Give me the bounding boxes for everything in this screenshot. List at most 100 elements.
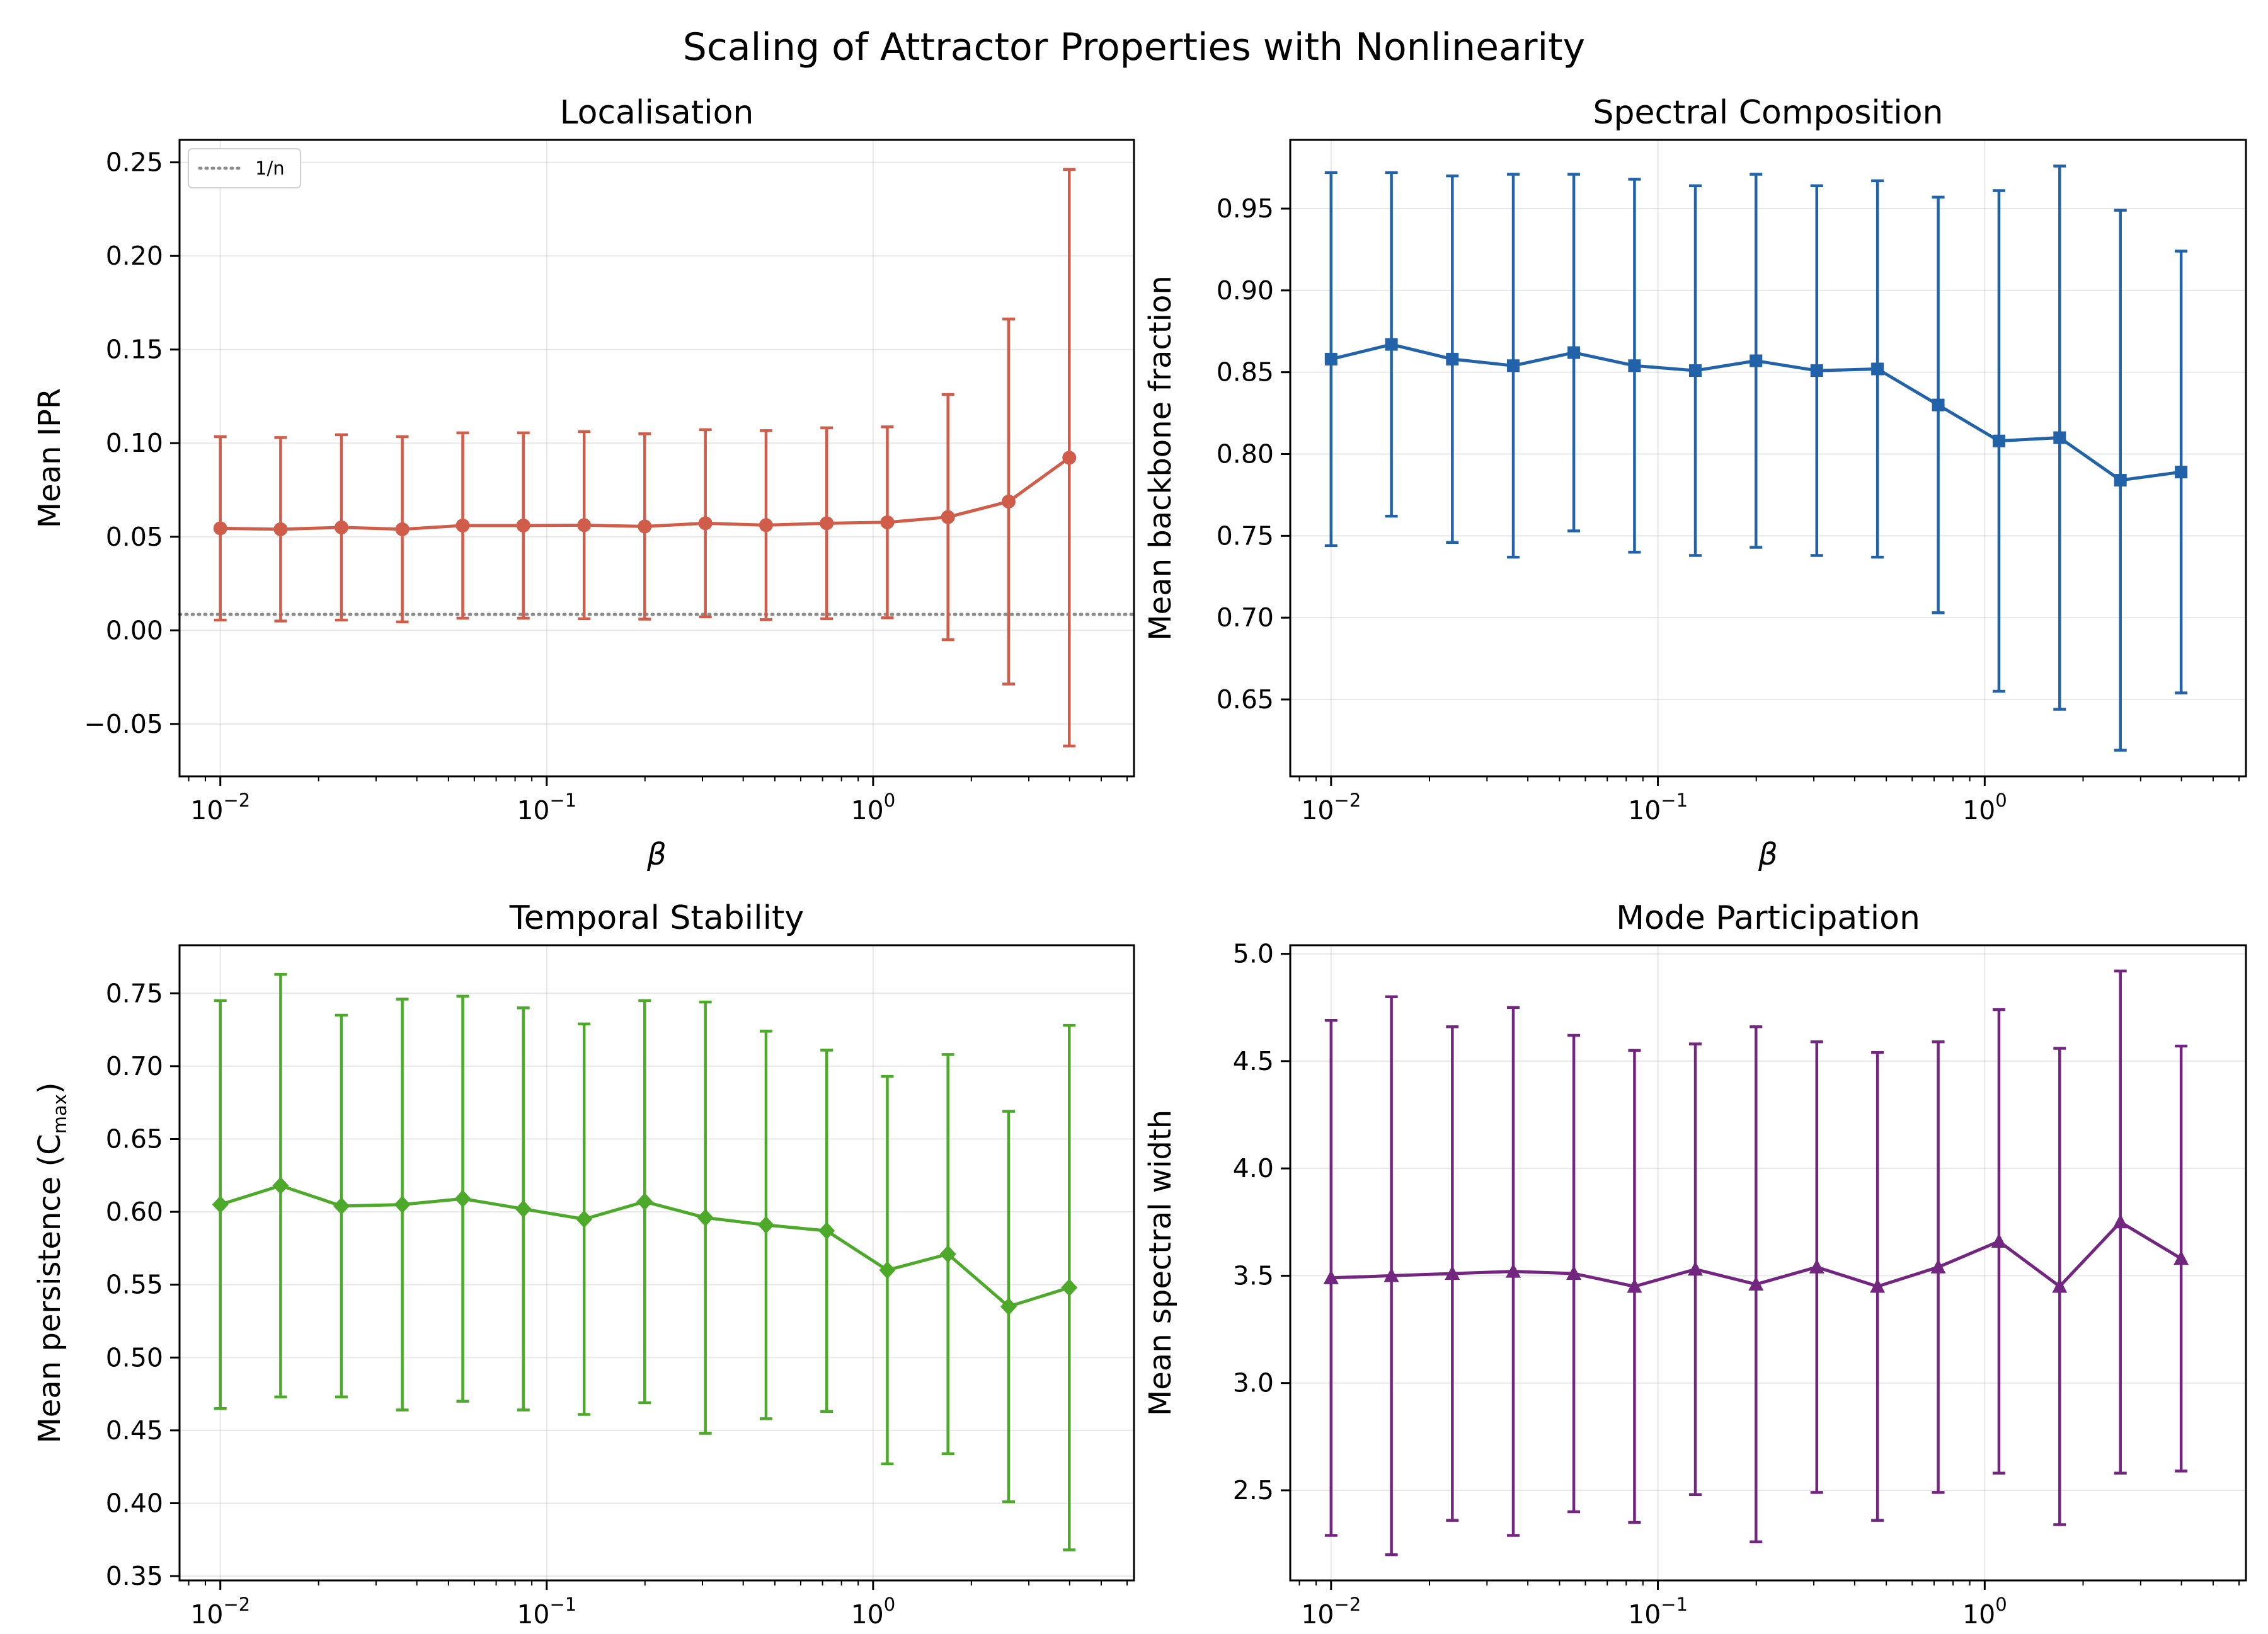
y-tick-label: 0.15 (106, 335, 163, 365)
data-point (1809, 1258, 1824, 1274)
data-point (2174, 1250, 2189, 1265)
data-point (1383, 1267, 1399, 1282)
data-point (1445, 1265, 1460, 1280)
data-point (820, 516, 834, 531)
data-point (757, 1216, 774, 1234)
x-tick-exponent: −1 (1661, 790, 1688, 811)
x-tick-exponent: 0 (1995, 1594, 2007, 1615)
data-point (395, 522, 410, 536)
y-axis-label: Mean backbone fraction (1143, 275, 1178, 641)
x-tick-exponent: 0 (884, 790, 895, 811)
x-tick-label: 100 (851, 790, 896, 826)
y-tick-label: 0.60 (106, 1197, 163, 1227)
y-tick-label: 0.55 (106, 1270, 163, 1300)
data-point (880, 515, 895, 529)
y-tick-label: 0.35 (106, 1561, 163, 1591)
y-axis-label: Mean persistence (Cmax) (32, 1082, 71, 1443)
y-tick-label: 0.85 (1217, 357, 1274, 388)
y-tick-label: 0.25 (106, 147, 163, 178)
legend: 1/n (188, 148, 301, 188)
data-point (1870, 1278, 1886, 1293)
x-tick-label: 10−2 (1301, 1594, 1361, 1630)
x-tick-label: 100 (851, 1594, 896, 1630)
data-point (1507, 359, 1520, 372)
y-axis-label: Mean IPR (32, 388, 67, 529)
y-axis-label-text: Mean IPR (32, 388, 67, 529)
data-point (1688, 1261, 1704, 1276)
plot-frame (1289, 139, 2247, 778)
panel-title: Temporal Stability (509, 899, 804, 937)
data-point (454, 1190, 471, 1208)
plot-frame (178, 139, 1135, 778)
x-tick-exponent: 0 (884, 1594, 895, 1615)
panel-3: 10−2 10−1 1000.350.400.450.500.550.600.650… (32, 899, 1135, 1630)
data-point (1324, 352, 1337, 365)
x-tick-exponent: −1 (1661, 1594, 1688, 1615)
data-point (212, 1195, 229, 1214)
x-tick-base: 10 (1962, 1599, 1995, 1630)
data-point (576, 1210, 593, 1228)
data-point (1992, 434, 2005, 447)
data-point (272, 1177, 289, 1195)
data-point (2175, 466, 2188, 479)
y-tick-label: 0.80 (1217, 439, 1274, 469)
panel-title: Localisation (560, 94, 754, 132)
x-tick-exponent: −1 (550, 790, 577, 811)
data-point (1627, 1278, 1642, 1293)
y-tick-label: 0.20 (106, 241, 163, 271)
y-tick-label: 0.65 (1217, 684, 1274, 715)
data-point (1061, 1279, 1078, 1297)
panel-1: 10−2 10−1 100−0.050.000.050.100.150.200.25… (32, 94, 1136, 872)
data-point (1748, 1276, 1764, 1291)
data-point (636, 1192, 653, 1211)
panel-title: Spectral Composition (1593, 94, 1944, 132)
data-point (1566, 1265, 1582, 1280)
data-point (2112, 1214, 2128, 1229)
y-tick-label: 0.95 (1217, 193, 1274, 224)
x-tick-label: 10−1 (517, 790, 576, 826)
y-tick-label: 3.0 (1233, 1368, 1274, 1398)
x-tick-label: 10−1 (517, 1594, 576, 1630)
x-tick-base: 10 (190, 795, 223, 826)
y-tick-label: 4.0 (1233, 1153, 1274, 1183)
data-point (1385, 338, 1398, 351)
data-point (2052, 1278, 2068, 1293)
y-axis-label-text: Mean backbone fraction (1143, 275, 1178, 641)
x-tick-base: 10 (1301, 795, 1334, 826)
y-axis-label-text: Mean persistence (C (32, 1134, 67, 1443)
y-tick-label: 0.65 (106, 1124, 163, 1154)
data-point (1062, 451, 1077, 465)
legend-label: 1/n (255, 158, 285, 179)
y-axis-label: Mean spectral width (1143, 1110, 1178, 1416)
x-tick-base: 10 (1628, 795, 1661, 826)
data-point (273, 522, 288, 536)
x-tick-exponent: −1 (550, 1594, 577, 1615)
panel-title: Mode Participation (1616, 899, 1920, 937)
data-point (516, 518, 530, 532)
data-point (879, 1261, 896, 1279)
x-tick-label: 10−2 (190, 1594, 250, 1630)
data-point (1991, 1233, 2007, 1248)
data-point (818, 1222, 835, 1240)
y-tick-label: 0.45 (106, 1415, 163, 1446)
x-tick-exponent: −2 (223, 1594, 250, 1615)
x-tick-base: 10 (1301, 1599, 1334, 1630)
legend-box (188, 148, 301, 188)
data-point (334, 520, 348, 534)
data-point (1323, 1269, 1339, 1284)
x-tick-label: 100 (1962, 790, 2007, 826)
x-tick-base: 10 (1962, 795, 1995, 826)
y-tick-label: −0.05 (84, 709, 163, 739)
data-point (697, 1209, 714, 1227)
x-tick-label: 10−2 (190, 790, 250, 826)
data-point (1930, 1258, 1946, 1274)
x-tick-label: 10−1 (1628, 790, 1688, 826)
data-point (515, 1200, 532, 1218)
y-tick-label: 4.5 (1233, 1046, 1274, 1076)
data-point (1932, 398, 1945, 411)
plot-frame (178, 944, 1135, 1582)
x-tick-label: 10−2 (1301, 790, 1361, 826)
y-tick-label: 0.05 (106, 522, 163, 552)
